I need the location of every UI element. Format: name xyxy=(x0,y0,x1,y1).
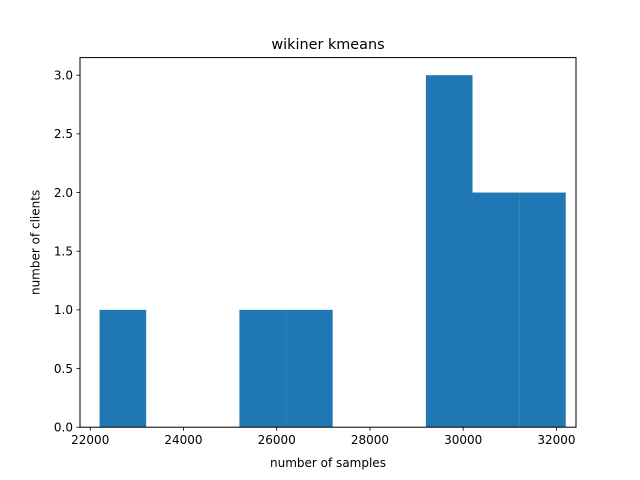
y-tick-label: 0.5 xyxy=(54,362,73,376)
chart-title: wikiner kmeans xyxy=(271,37,384,53)
y-tick-label: 1.0 xyxy=(54,303,73,317)
bars-group xyxy=(99,75,566,428)
y-tick-label: 1.5 xyxy=(54,245,73,259)
x-axis-label: number of samples xyxy=(270,456,386,470)
y-tick-label: 2.0 xyxy=(54,186,73,200)
x-tick-label: 22000 xyxy=(71,433,109,447)
x-tick-label: 26000 xyxy=(258,433,296,447)
x-tick-label: 30000 xyxy=(444,433,482,447)
histogram-bar-9 xyxy=(519,192,566,428)
y-tick-label: 3.0 xyxy=(54,69,73,83)
histogram-bar-4 xyxy=(286,309,333,428)
histogram-bar-3 xyxy=(239,309,287,428)
y-tick-label: 0.0 xyxy=(54,421,73,435)
histogram-bar-7 xyxy=(425,75,473,428)
histogram-bar-8 xyxy=(472,192,520,428)
x-axis-ticks: 22000 24000 26000 28000 30000 32000 xyxy=(71,427,576,447)
plot-frame xyxy=(79,57,577,428)
y-axis-label: number of clients xyxy=(29,190,43,295)
x-tick-label: 28000 xyxy=(351,433,389,447)
y-tick-label: 2.5 xyxy=(54,127,73,141)
x-tick-label: 24000 xyxy=(164,433,202,447)
histogram-bar-0 xyxy=(99,309,147,428)
y-axis-ticks: 0.0 0.5 1.0 1.5 2.0 2.5 3.0 xyxy=(54,69,80,435)
x-tick-label: 32000 xyxy=(537,433,575,447)
